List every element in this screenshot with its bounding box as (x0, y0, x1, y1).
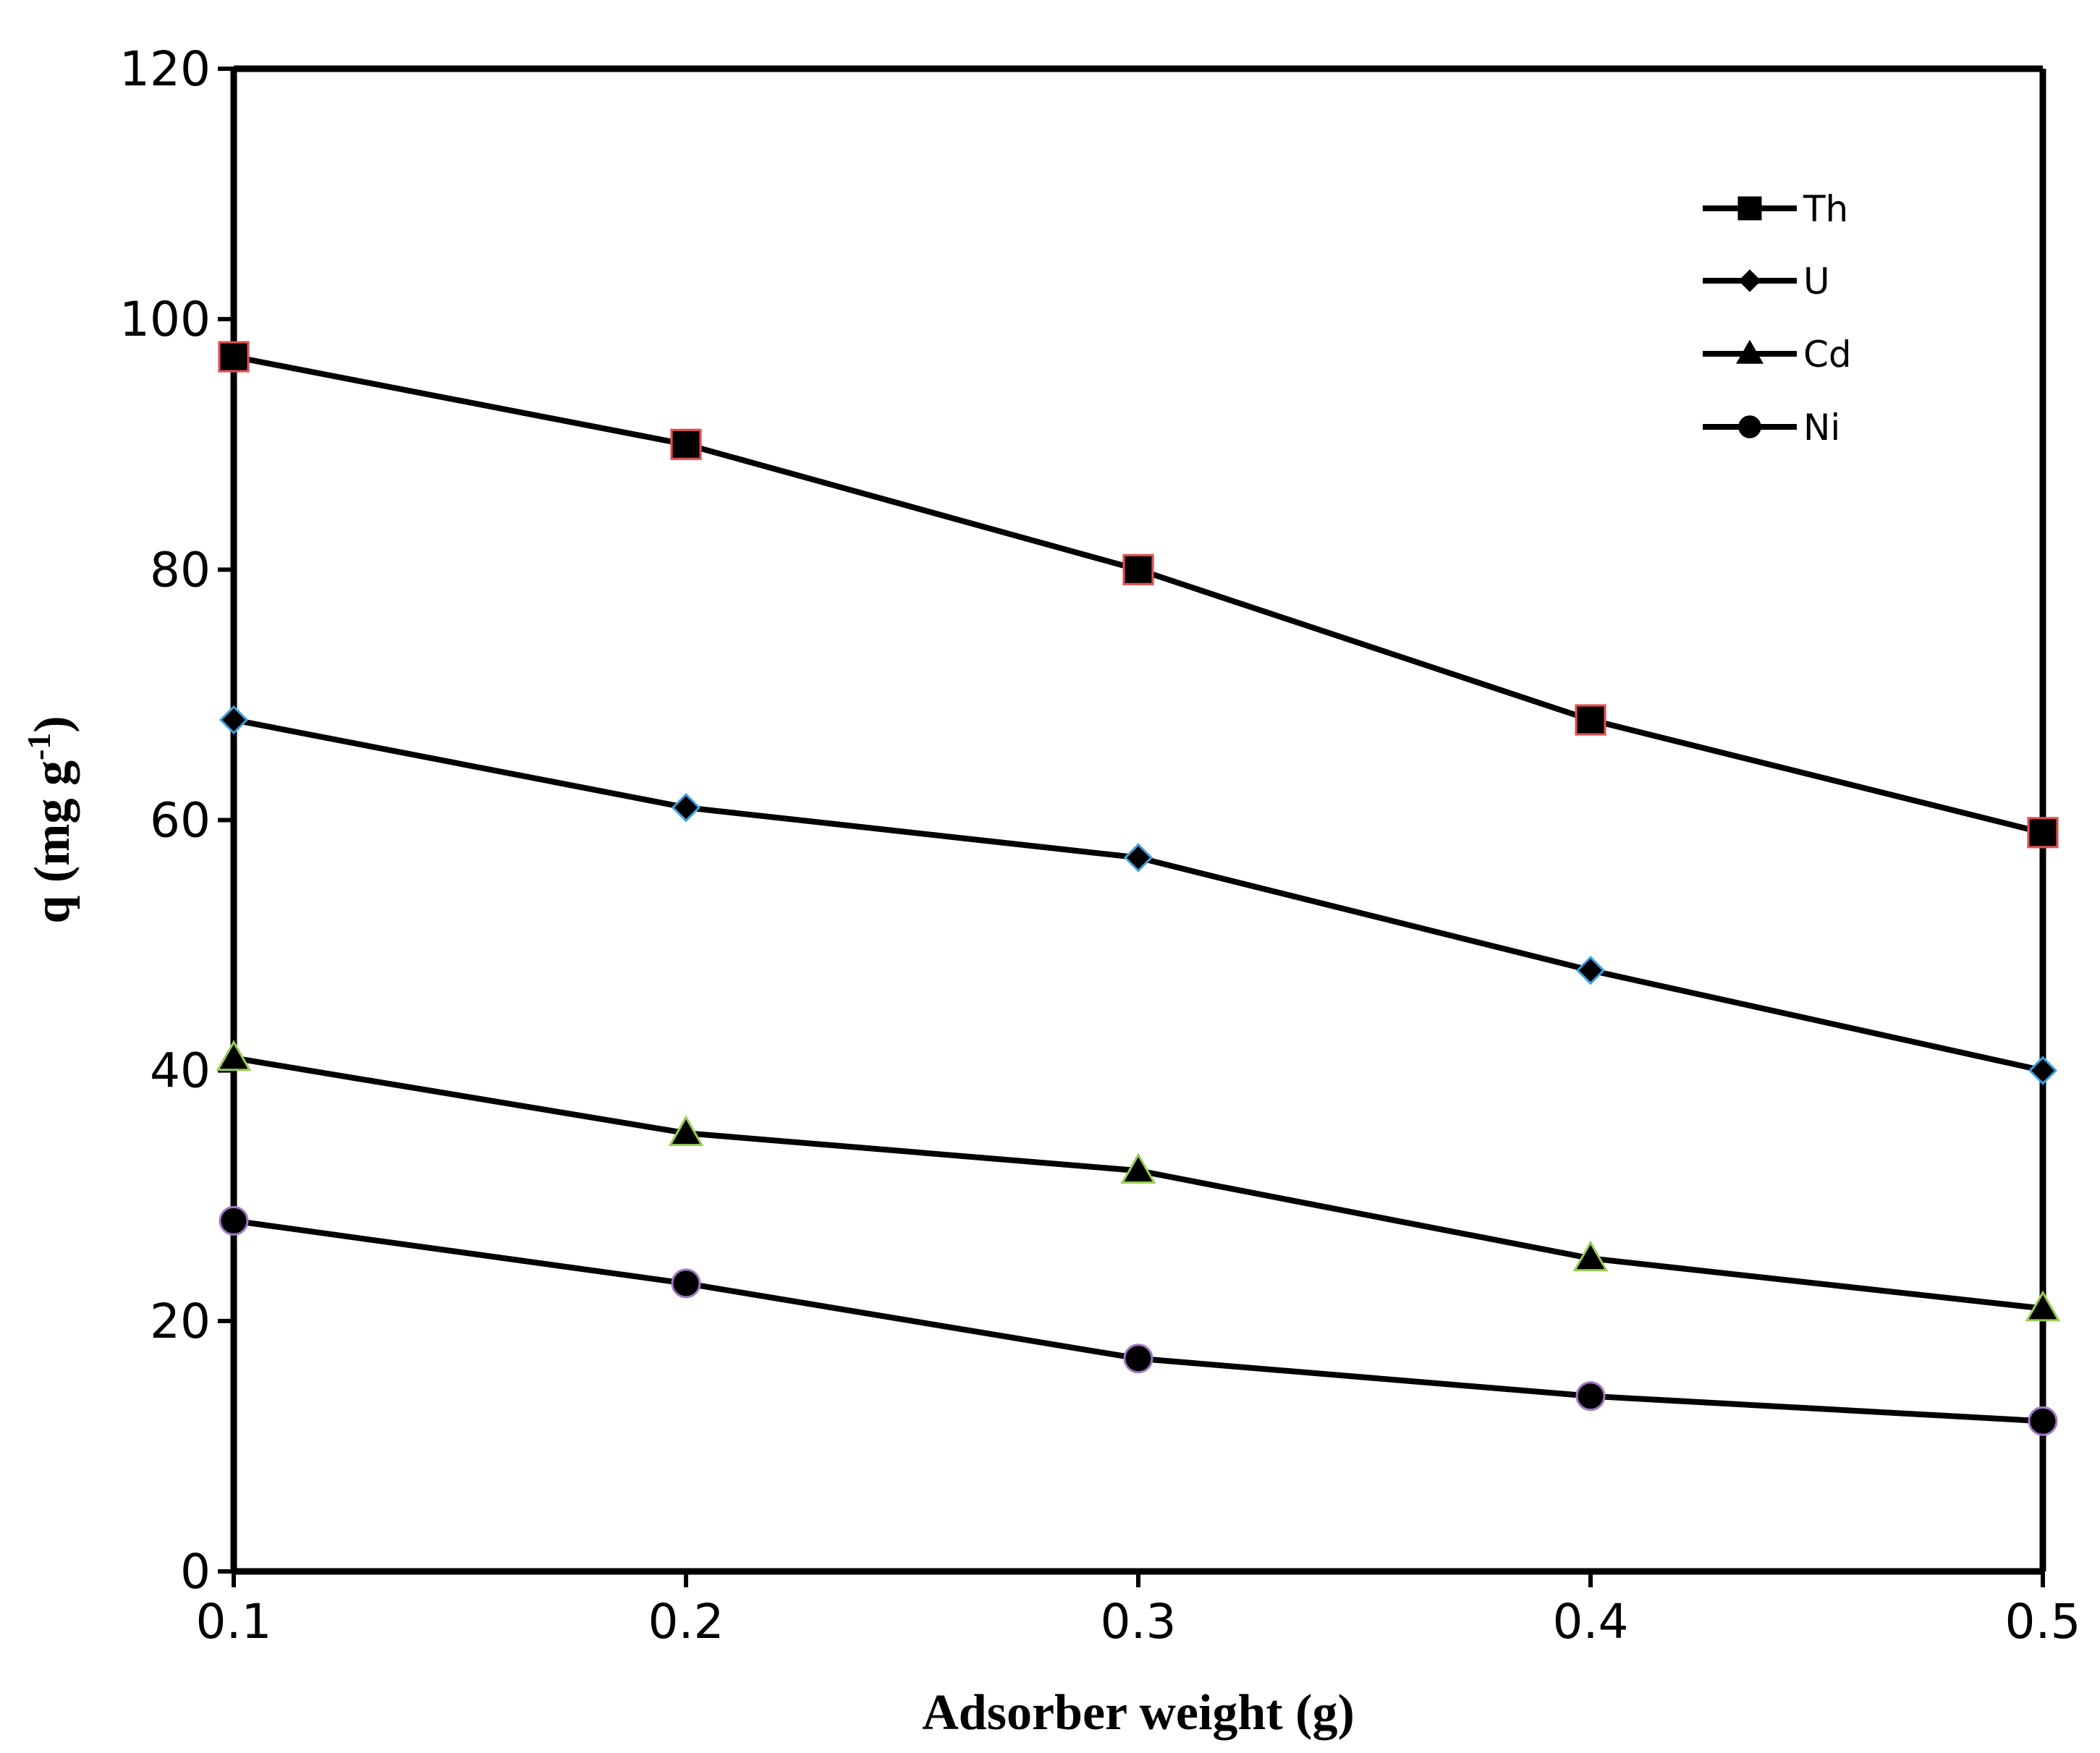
legend-label-ni: Ni (1803, 407, 1840, 449)
data-point-u (671, 793, 701, 823)
data-point-cd (668, 1115, 704, 1147)
series-ni (219, 1205, 2058, 1436)
legend-item-u: U (1703, 260, 1830, 302)
legend-marker-th (1737, 196, 1762, 221)
data-point-cd (2025, 1290, 2061, 1322)
data-point-cd (216, 1040, 252, 1071)
y-tick-label: 60 (150, 793, 211, 849)
x-tick-label: 0.2 (648, 1594, 724, 1650)
series (216, 341, 2061, 1436)
legend-label-th: Th (1803, 188, 1848, 230)
data-point-cd (1572, 1240, 1609, 1272)
y-tick-label: 120 (119, 41, 211, 97)
data-point-ni (671, 1268, 701, 1299)
y-tick-label: 20 (150, 1294, 211, 1349)
legend-label-u: U (1803, 260, 1830, 302)
data-point-ni (219, 1205, 249, 1236)
y-tick-label: 100 (119, 292, 211, 347)
data-point-th (1122, 553, 1154, 585)
data-point-cd (1120, 1153, 1156, 1184)
legend-marker-u (1738, 269, 1761, 292)
data-point-ni (1575, 1381, 1606, 1412)
data-point-u (1575, 956, 1606, 985)
series-u (219, 705, 2058, 1085)
series-cd (216, 1040, 2061, 1322)
x-tick-label: 0.3 (1101, 1594, 1177, 1650)
legend-label-cd: Cd (1803, 334, 1852, 375)
data-point-th (670, 428, 702, 460)
y-tick-label: 80 (150, 542, 211, 598)
legend-item-ni: Ni (1703, 407, 1840, 449)
legend-marker-cd (1736, 339, 1764, 364)
ticks: 0 20 40 60 80 100 120 0.1 0.2 0.3 0.4 0.5 (119, 41, 2080, 1650)
series-line-u (233, 717, 2044, 1074)
data-point-ni (2028, 1406, 2058, 1436)
data-point-th (218, 341, 250, 373)
data-point-u (2028, 1056, 2058, 1085)
y-axis-title: q (mg g-1) (20, 716, 80, 923)
y-axis-title-superscript: -1 (20, 733, 57, 760)
x-tick-label: 0.4 (1553, 1594, 1629, 1650)
data-point-u (219, 705, 249, 735)
series-th (218, 341, 2059, 849)
x-axis-title: Adsorber weight (g) (922, 1685, 1355, 1741)
y-axis-title-close: ) (25, 716, 80, 732)
data-point-u (1123, 843, 1153, 873)
y-tick-label: 0 (180, 1544, 211, 1600)
legend-item-th: Th (1703, 188, 1848, 230)
x-tick-label: 0.5 (2005, 1594, 2081, 1650)
data-point-th (2027, 817, 2059, 849)
x-tick-label: 0.1 (196, 1594, 272, 1650)
data-point-th (1575, 704, 1606, 736)
legend-item-cd: Cd (1703, 334, 1852, 375)
series-line-ni (233, 1218, 2044, 1425)
data-point-ni (1123, 1344, 1153, 1374)
legend: Th U Cd Ni (1703, 188, 1852, 449)
y-tick-label: 40 (150, 1043, 211, 1099)
y-axis-title-base: q (mg g (25, 760, 80, 924)
legend-marker-ni (1738, 415, 1761, 438)
